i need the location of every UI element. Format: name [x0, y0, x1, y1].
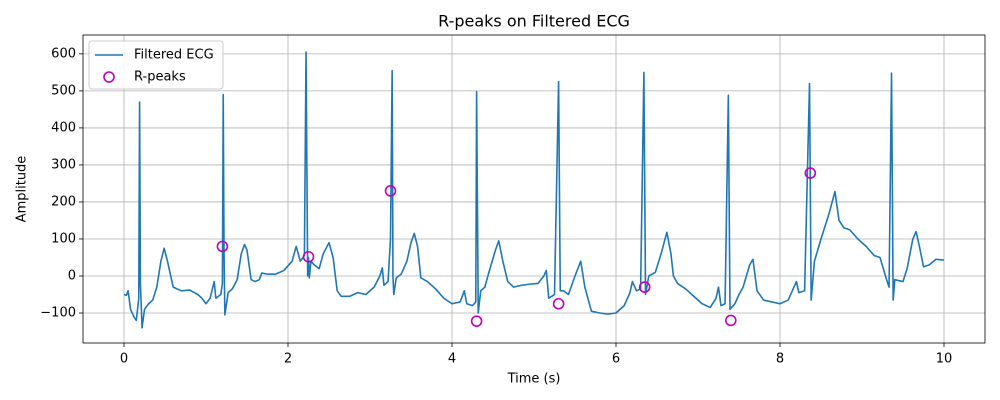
chart-title: R-peaks on Filtered ECG — [438, 12, 630, 31]
r-peak-marker — [638, 281, 651, 293]
legend-marker — [103, 71, 115, 83]
x-tick-label: 0 — [120, 352, 128, 367]
x-tick-label: 8 — [776, 352, 784, 367]
ecg-line — [123, 51, 945, 329]
legend-label: Filtered ECG — [134, 48, 214, 63]
r-peak-marker — [384, 185, 397, 197]
y-tick-label: 600 — [51, 46, 76, 61]
legend: Filtered ECG R-peaks — [88, 40, 224, 90]
x-tick-label: 2 — [284, 352, 292, 367]
y-tick-label: 100 — [51, 231, 76, 246]
x-axis-label: Time (s) — [507, 372, 561, 387]
y-tick-label: 0 — [68, 268, 76, 283]
r-peak-marker — [302, 250, 315, 263]
y-tick-label: 200 — [51, 194, 76, 209]
r-peak-marker — [216, 240, 229, 253]
y-tick-label: 500 — [51, 83, 76, 98]
r-peak-marker — [724, 314, 737, 327]
y-axis-label: Amplitude — [15, 156, 30, 223]
x-tick-label: 10 — [936, 352, 953, 367]
y-tick-label: 300 — [51, 157, 76, 172]
x-tick-label: 4 — [448, 352, 456, 367]
legend-label: R-peaks — [134, 70, 186, 85]
r-peak-marker — [470, 315, 483, 327]
r-peak-marker — [804, 167, 817, 179]
y-tick-label: −100 — [40, 306, 76, 321]
r-peak-marker — [552, 297, 565, 310]
legend-box — [88, 40, 224, 90]
y-tick-label: 400 — [51, 120, 76, 135]
x-tick-label: 6 — [612, 352, 620, 367]
plot-frame — [82, 34, 986, 344]
